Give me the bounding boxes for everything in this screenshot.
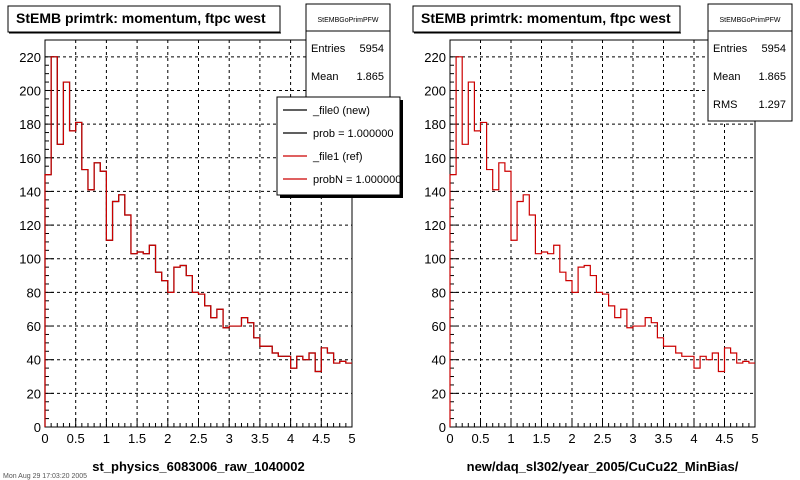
y-tick-label: 180 [19,117,41,132]
legend-label: _file1 (ref) [312,151,363,163]
footer-timestamp: Mon Aug 29 17:03:20 2005 [3,473,87,480]
histogram-series-1 [449,56,755,427]
y-tick-label: 140 [19,184,41,199]
y-tick-label: 20 [432,386,446,401]
x-tick-label: 3.5 [654,431,672,446]
stats-value: 1.297 [758,99,786,111]
legend-label: prob = 1.000000 [313,128,393,140]
y-tick-label: 80 [432,285,446,300]
chart-title: StEMB primtrk: momentum, ftpc west [421,10,671,26]
x-tick-label: 0 [446,431,453,446]
x-tick-label: 1.5 [128,431,146,446]
stats-label: RMS [713,99,737,111]
y-tick-label: 200 [19,83,41,98]
x-tick-label: 4 [690,431,697,446]
stats-value: 1.865 [758,71,786,83]
stats-box [707,3,793,122]
y-tick-label: 60 [27,319,41,334]
y-tick-label: 100 [424,252,446,267]
stats-label: Entries [713,43,748,55]
x-tick-label: 4.5 [715,431,733,446]
stats-box [305,3,391,107]
x-tick-label: 2 [164,431,171,446]
x-tick-label: 2 [568,431,575,446]
y-tick-label: 40 [432,353,446,368]
x-tick-label: 1 [507,431,514,446]
stats-value: 5954 [360,43,384,55]
y-tick-label: 120 [19,218,41,233]
y-tick-label: 200 [424,83,446,98]
x-axis-label: new/daq_sl302/year_2005/CuCu22_MinBias/ [467,459,739,474]
stats-value: 1.865 [356,71,384,83]
stats-name: StEMBGoPrimPFW [719,17,780,24]
y-tick-label: 40 [27,353,41,368]
x-tick-label: 3 [226,431,233,446]
chart-panel-2: 0 0.5 1 1.5 2 2.5 3 3.5 4 4.5 5 0 20 40 60 80 100 120 140 1… [412,3,793,474]
title-box [412,5,681,33]
grid [450,40,755,427]
y-tick-label: 220 [424,50,446,65]
y-tick-label: 160 [19,151,41,166]
y-tick-label: 80 [27,285,41,300]
y-tick-label: 0 [34,420,41,435]
x-tick-label: 5 [348,431,355,446]
title-box [7,5,281,33]
stats-label: Entries [311,43,346,55]
stats-name: StEMBGoPrimPFW [317,17,378,24]
histogram-series-2 [44,56,352,427]
x-tick-label: 2.5 [593,431,611,446]
y-tick-label: 160 [424,151,446,166]
x-tick-label: 0.5 [67,431,85,446]
x-tick-label: 0.5 [471,431,489,446]
x-tick-label: 2.5 [189,431,207,446]
stats-value: 5954 [762,43,786,55]
x-tick-label: 4.5 [312,431,330,446]
y-tick-label: 60 [432,319,446,334]
chart-title: StEMB primtrk: momentum, ftpc west [16,10,266,26]
x-tick-label: 1.5 [532,431,550,446]
y-tick-label: 120 [424,218,446,233]
x-tick-label: 4 [287,431,294,446]
y-tick-label: 100 [19,252,41,267]
y-tick-label: 140 [424,184,446,199]
chart-panel-1: 0 0.5 1 1.5 2 2.5 3 3.5 4 4.5 5 0 20 40 60 80 100 120 140 1… [7,3,403,474]
x-axis-label: st_physics_6083006_raw_1040002 [92,459,305,474]
x-tick-label: 5 [751,431,758,446]
legend-label: probN = 1.000000 [313,174,401,186]
stats-label: Mean [713,71,741,83]
y-tick-label: 180 [424,117,446,132]
stats-label: Mean [311,71,339,83]
y-tick-label: 20 [27,386,41,401]
y-tick-label: 220 [19,50,41,65]
x-tick-label: 3 [629,431,636,446]
x-tick-label: 1 [103,431,110,446]
legend-label: _file0 (new) [312,105,370,117]
x-tick-label: 3.5 [251,431,269,446]
y-tick-label: 0 [439,420,446,435]
x-tick-label: 0 [41,431,48,446]
